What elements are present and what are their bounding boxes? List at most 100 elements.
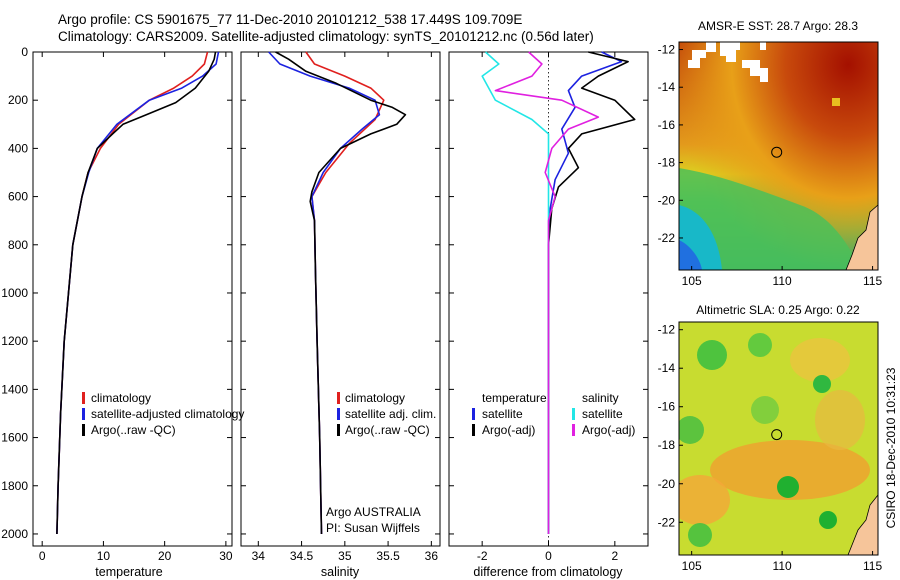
sla-high-patch	[679, 475, 730, 525]
x-tick-label: 35.5	[376, 549, 400, 563]
temperature-axes-box	[32, 51, 233, 547]
sla-low-eddy	[679, 416, 704, 444]
credit-timestamp: CSIRO 18-Dec-2010 10:31:23	[884, 367, 898, 528]
sla-map-axes: 105 110 115 -12 -14 -16 -18 -20 -22	[658, 323, 883, 573]
depth-tick-label: 1000	[1, 286, 28, 300]
lat-tick-label: -14	[658, 361, 676, 375]
sst-green-tongue	[679, 168, 860, 270]
sla-low-eddy	[748, 333, 772, 357]
depth-tick-label: 400	[8, 141, 28, 155]
argo-program-annotation: Argo AUSTRALIA	[326, 505, 421, 519]
sla-low-eddy	[697, 340, 727, 370]
sst-map-axes: 105 110 115 -12 -14 -16 -18 -20 -22	[658, 43, 883, 288]
legend-swatch-climatology	[337, 392, 340, 404]
legend-swatch-satellite	[337, 408, 340, 420]
legend-swatch-temp-satellite	[472, 408, 475, 420]
salinity-depth-ticks	[241, 51, 440, 535]
x-tick-label: 2	[611, 549, 618, 563]
difference-x-axis: -2 0 2	[477, 52, 618, 563]
series-line-climatology	[56, 51, 209, 535]
lat-tick-label: -20	[658, 193, 676, 207]
series-line-satellite-adj-clim	[268, 51, 381, 535]
difference-depth-ticks	[449, 51, 648, 535]
legend-label-argo: Argo(..raw -QC)	[345, 423, 430, 437]
sla-high-patch	[710, 440, 870, 500]
series-line-salinity-satellite	[481, 51, 550, 534]
x-tick-label: 0	[545, 549, 552, 563]
legend-label-satellite: satellite-adjusted climatology	[91, 407, 244, 421]
series-line-satellite-adjusted-climatology	[56, 51, 220, 535]
salinity-x-axis: 34 34.5 35 35.5 36	[252, 52, 439, 563]
depth-tick-label: 600	[8, 190, 28, 204]
salinity-panel: 34 34.5 35 35.5 36 salinity climatology sate…	[240, 51, 441, 579]
depth-tick-label: 0	[21, 45, 28, 59]
lat-tick-label: -12	[658, 323, 676, 337]
lon-tick-label: 115	[863, 274, 882, 288]
pi-annotation: PI: Susan Wijffels	[326, 521, 420, 535]
legend-header-salinity: salinity	[582, 391, 619, 405]
sst-land-mask	[845, 204, 878, 270]
series-line-argo-raw-qc	[275, 51, 407, 535]
series-line-temperature-argo-adj	[547, 51, 636, 534]
sla-low-eddy	[777, 476, 799, 498]
lat-tick-label: -16	[658, 118, 676, 132]
legend-label-climatology: climatology	[91, 391, 151, 405]
sla-low-eddy	[688, 523, 712, 547]
sla-high-patch	[815, 390, 865, 450]
legend-label-climatology: climatology	[345, 391, 405, 405]
difference-panel: -2 0 2 difference from climatology tempera…	[448, 51, 649, 579]
sst-missing-data-mask	[688, 42, 768, 82]
temperature-legend: climatology satellite-adjusted climatolo…	[82, 391, 244, 437]
sla-map-frame	[678, 321, 879, 556]
figure-title-line2: Climatology: CARS2009. Satellite-adjuste…	[58, 29, 594, 44]
salinity-axes-box	[240, 51, 441, 547]
series-line-temperature-satellite	[547, 51, 623, 534]
depth-tick-label: 1800	[1, 479, 28, 493]
legend-label-sal-argo: Argo(-adj)	[582, 423, 635, 437]
lat-tick-label: -12	[658, 43, 676, 57]
temperature-series	[56, 51, 220, 535]
lat-tick-label: -22	[658, 231, 676, 245]
argo-float-marker	[771, 429, 783, 441]
salinity-series	[268, 51, 407, 535]
sst-map-title: AMSR-E SST: 28.7 Argo: 28.3	[698, 19, 858, 33]
sla-high-patch	[790, 338, 850, 382]
depth-tick-label: 1200	[1, 334, 28, 348]
legend-label-satellite: satellite adj. clim.	[345, 407, 436, 421]
salinity-xlabel: salinity	[321, 565, 360, 579]
depth-tick-label: 800	[8, 238, 28, 252]
series-line-salinity-argo-adj	[494, 51, 600, 534]
legend-swatch-argo	[82, 424, 85, 436]
x-tick-label: 34.5	[290, 549, 314, 563]
lat-tick-label: -14	[658, 80, 676, 94]
series-line-climatology	[305, 51, 385, 535]
legend-swatch-satellite	[82, 408, 85, 420]
legend-swatch-argo	[337, 424, 340, 436]
temperature-xlabel: temperature	[95, 565, 162, 579]
lat-tick-label: -22	[658, 515, 676, 529]
lon-tick-label: 110	[773, 559, 792, 573]
x-tick-label: 34	[252, 549, 266, 563]
legend-label-argo: Argo(..raw -QC)	[91, 423, 176, 437]
lon-tick-label: 115	[863, 559, 882, 573]
sla-low-eddy	[813, 375, 831, 393]
argo-float-marker	[771, 146, 783, 158]
sla-map-panel: Altimetric SLA: 0.25 Argo: 0.22 105 110 11…	[658, 303, 883, 573]
x-tick-label: 10	[97, 549, 111, 563]
sst-blue-patch	[679, 240, 702, 270]
series-line-argo-raw-qc	[56, 51, 217, 535]
difference-legend: temperature salinity satellite Argo(-adj…	[472, 391, 635, 437]
legend-swatch-sal-argo	[572, 424, 575, 436]
lon-tick-label: 110	[773, 274, 792, 288]
depth-axis: 0 200 400 600 800 1000 1200 1400 1600 1800 2000	[1, 45, 232, 541]
temperature-x-axis: 0 10 20 30	[39, 52, 233, 563]
x-tick-label: 35	[338, 549, 352, 563]
difference-series	[481, 51, 636, 534]
temperature-panel: 0 200 400 600 800 1000 1200 1400 1600 1800 2000 0 1…	[1, 45, 244, 579]
sst-field	[679, 42, 878, 270]
salinity-legend: climatology satellite adj. clim. Argo(..…	[337, 391, 436, 437]
lat-tick-label: -18	[658, 156, 676, 170]
x-tick-label: 36	[425, 549, 439, 563]
x-tick-label: 30	[219, 549, 233, 563]
